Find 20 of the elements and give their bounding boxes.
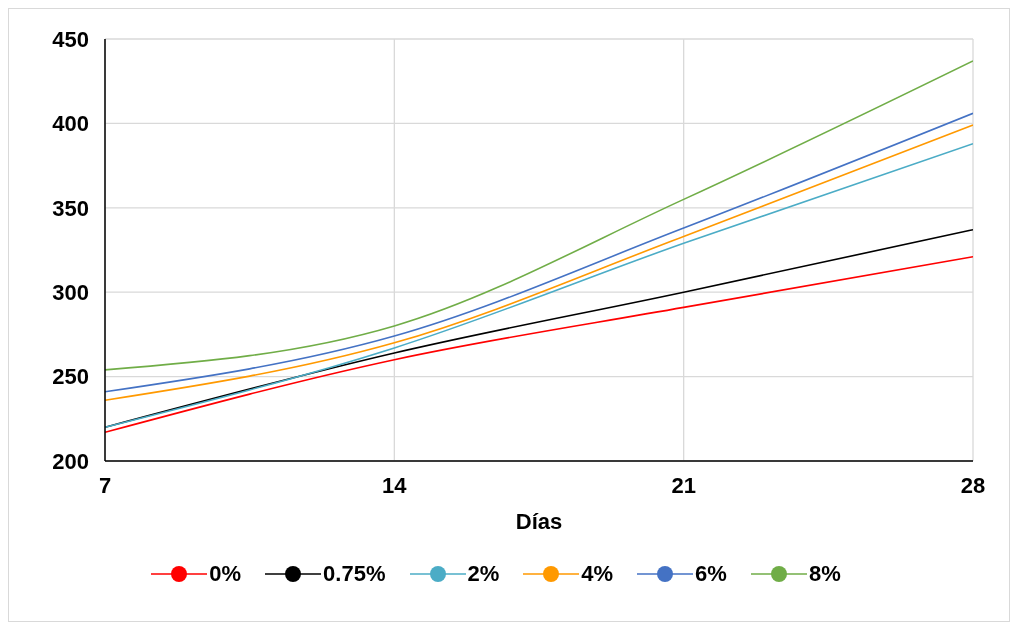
line-series bbox=[105, 60, 973, 371]
y-tick-label: 250 bbox=[52, 364, 89, 390]
legend-label: 0.75% bbox=[323, 561, 386, 587]
line-series bbox=[105, 255, 973, 434]
x-tick-label: 28 bbox=[960, 472, 986, 498]
x-tick-label: 7 bbox=[98, 472, 112, 498]
line-series bbox=[105, 228, 973, 429]
legend-label: 6% bbox=[695, 561, 727, 587]
x-tick-label: 21 bbox=[671, 472, 696, 498]
x-axis-title: Días bbox=[515, 509, 563, 534]
legend-label: 4% bbox=[581, 561, 614, 587]
y-tick-label: 450 bbox=[52, 26, 89, 52]
legend-label: 2% bbox=[467, 561, 500, 587]
legend-label: 8% bbox=[808, 561, 841, 587]
x-tick-label: 14 bbox=[382, 472, 408, 498]
legend-label: 0% bbox=[209, 561, 242, 587]
y-tick-label: 300 bbox=[52, 280, 89, 306]
y-tick-label: 350 bbox=[52, 195, 89, 221]
y-tick-label: 200 bbox=[52, 448, 89, 474]
y-tick-label: 400 bbox=[52, 111, 89, 137]
